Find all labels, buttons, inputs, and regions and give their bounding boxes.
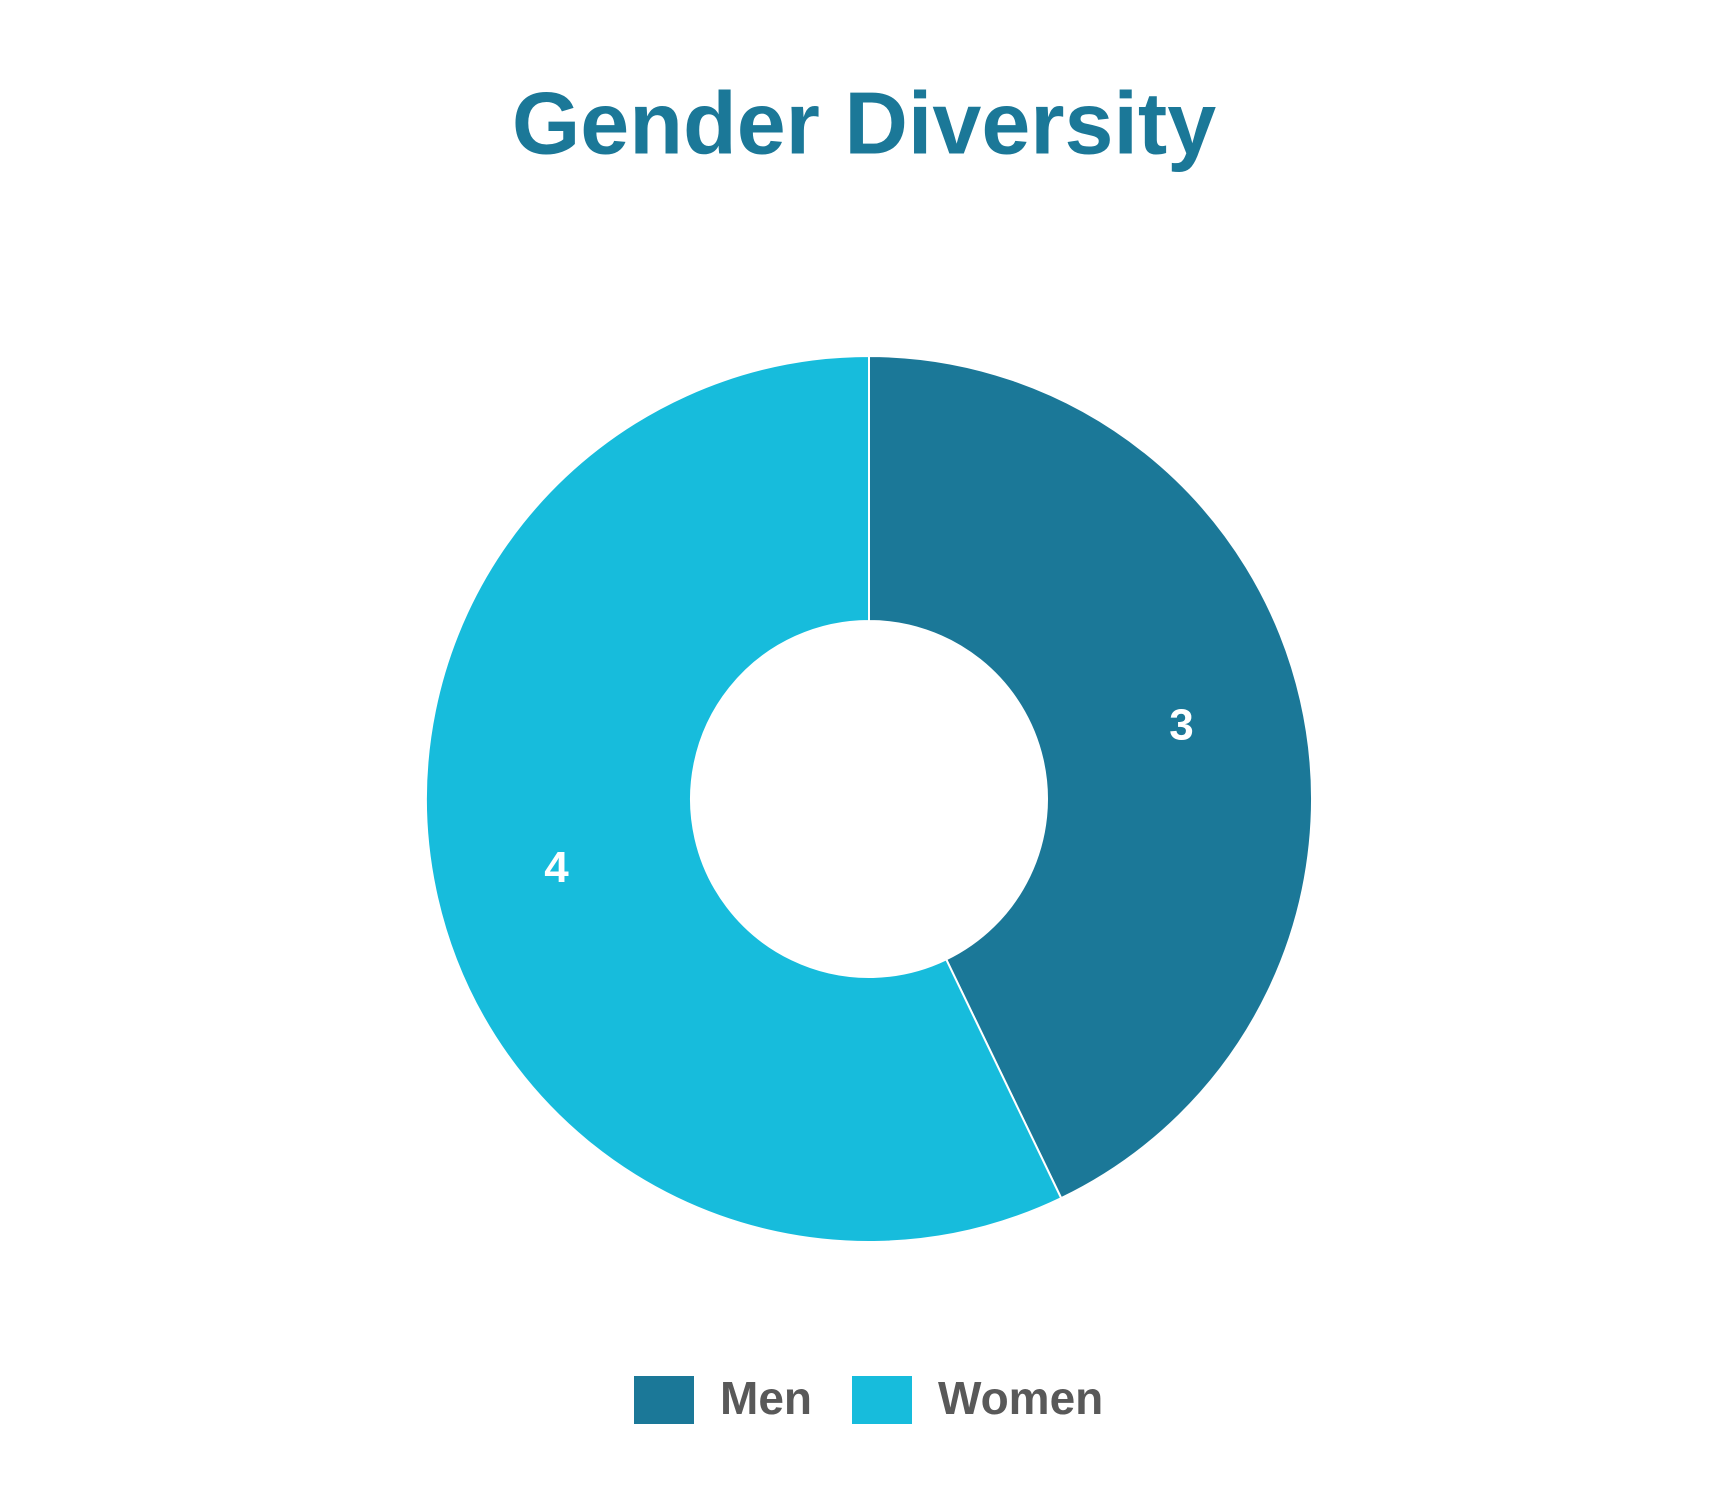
legend-swatch (634, 1376, 694, 1424)
slice (425, 354, 1063, 1243)
legend-label: Men (720, 1372, 812, 1424)
data-label: 4 (544, 843, 569, 892)
legend-swatch (852, 1376, 912, 1424)
chart-title: Gender Diversity (512, 73, 1216, 172)
data-label: 3 (1169, 700, 1193, 749)
legend-label: Women (938, 1372, 1103, 1424)
slice (868, 354, 1313, 1200)
